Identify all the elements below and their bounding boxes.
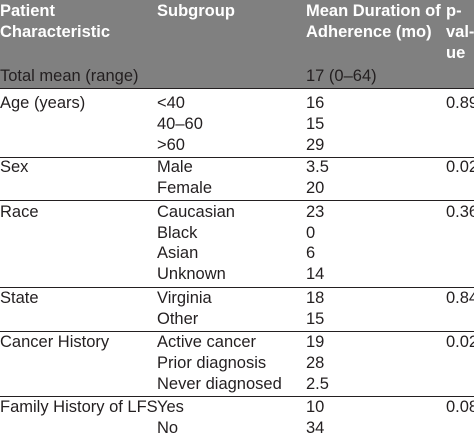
group-label-age: Age (years) [0,94,86,112]
subgroup-cell: Black [157,224,198,242]
subgroup-cell: Other [157,310,199,328]
header-pvalue-line: val- [446,23,474,41]
duration-cell: 14 [306,265,325,283]
subgroup-cell: Unknown [157,265,226,283]
row-divider [0,88,474,89]
duration-cell: 29 [306,136,325,154]
duration-cell: 20 [306,179,325,197]
row-divider [0,287,474,288]
p-value-age: 0.89 [446,94,474,112]
group-label-state: State [0,289,39,307]
duration-cell: 6 [306,244,316,262]
row-divider [0,157,474,158]
duration-cell: 19 [306,333,325,351]
header-characteristic-line: Characteristic [0,23,111,41]
header-characteristic: Patient Characteristic [0,1,150,43]
duration-cell: 10 [306,398,325,416]
subgroup-cell: No [157,419,179,437]
subgroup-cell: Prior diagnosis [157,354,267,372]
group-label-sex: Sex [0,158,29,176]
p-value-state: 0.84 [446,289,474,307]
header-duration: Mean Duration of Adherence (mo) [306,1,441,43]
duration-cell: 28 [306,354,325,372]
row-divider [0,200,474,201]
subgroup-cell: Male [157,158,193,176]
subgroup-cell: Active cancer [157,333,257,351]
table-header: Patient Characteristic Subgroup Mean Dur… [0,0,474,88]
duration-cell: 16 [306,94,325,112]
row-divider [0,331,474,332]
total-value: 17 (0–64) [306,67,377,85]
duration-cell: 23 [306,203,325,221]
duration-cell: 18 [306,289,325,307]
group-label-cancer-history: Cancer History [0,333,110,351]
p-value-family-history: 0.08 [446,398,474,416]
subgroup-cell: Female [157,179,213,197]
total-label: Total mean (range) [0,67,139,85]
subgroup-cell: Virginia [157,289,212,307]
duration-cell: 3.5 [306,158,329,176]
duration-cell: 2.5 [306,375,329,393]
header-pvalue: p- val- ue [446,1,474,64]
header-pvalue-line: p- [446,2,462,20]
group-label-race: Race [0,203,39,221]
p-value-sex: 0.02 [446,158,474,176]
duration-cell: 15 [306,310,325,328]
subgroup-cell: Asian [157,244,199,262]
header-duration-line: Adherence (mo) [306,23,432,41]
duration-cell: 0 [306,224,316,242]
header-duration-line: Mean Duration of [306,2,441,20]
row-divider [0,396,474,397]
subgroup-cell: >60 [157,136,185,154]
group-label-family-history: Family History of LFS [0,398,158,416]
subgroup-cell: <40 [157,94,185,112]
p-value-cancer-history: 0.02 [446,333,474,351]
duration-cell: 15 [306,115,325,133]
p-value-race: 0.36 [446,203,474,221]
subgroup-cell: Caucasian [157,203,235,221]
header-characteristic-line: Patient [0,2,56,20]
subgroup-cell: Yes [157,398,184,416]
subgroup-cell: Never diagnosed [157,375,282,393]
header-pvalue-line: ue [446,44,466,62]
duration-cell: 34 [306,419,325,437]
header-subgroup: Subgroup [157,2,235,20]
subgroup-cell: 40–60 [157,115,203,133]
